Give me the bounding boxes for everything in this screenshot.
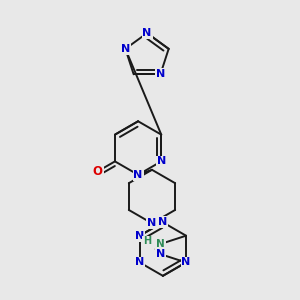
Text: N: N [135,257,144,267]
Text: N: N [182,257,191,267]
Text: H: H [143,236,151,246]
Text: N: N [157,156,166,167]
Text: N: N [135,231,144,241]
Text: N: N [121,44,130,54]
Text: N: N [134,170,143,180]
Text: O: O [93,165,103,178]
Text: N: N [142,28,152,38]
Text: N: N [156,239,165,249]
Text: N: N [156,69,165,79]
Text: N: N [158,217,167,227]
Text: N: N [156,249,165,259]
Text: N: N [147,218,157,228]
